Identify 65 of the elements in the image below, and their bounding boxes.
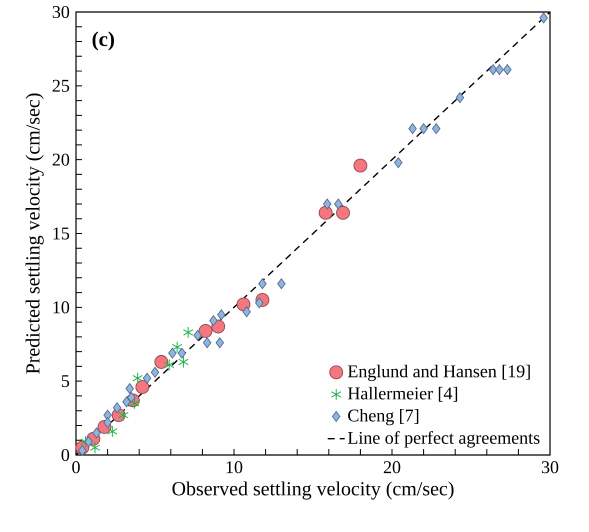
- point: [318, 206, 333, 220]
- legend-label: Cheng [7]: [348, 408, 418, 426]
- point: [336, 206, 350, 220]
- point: [168, 348, 177, 359]
- point: [242, 306, 251, 318]
- point: [178, 348, 186, 359]
- point: [118, 409, 129, 422]
- point: [503, 64, 512, 76]
- point: [217, 309, 226, 320]
- y-tick-label: 30: [52, 6, 70, 18]
- point: [107, 425, 118, 438]
- point: [495, 64, 504, 76]
- point: [456, 92, 464, 104]
- y-tick-label: 25: [52, 80, 70, 92]
- point: [236, 297, 250, 312]
- y-tick-label: 5: [62, 375, 70, 388]
- point: [122, 396, 131, 408]
- point: [353, 158, 368, 172]
- legend-label: Line of perfect agreements: [348, 431, 540, 448]
- y-axis-title: Predicted settling velocity (cm/sec): [26, 94, 44, 374]
- point: [394, 157, 403, 168]
- point: [334, 198, 342, 210]
- x-axis-title: Observed settling velocity (cm/sec): [172, 481, 454, 500]
- point: [135, 380, 150, 394]
- point: [216, 337, 224, 348]
- point: [255, 297, 264, 308]
- point: [132, 372, 143, 384]
- point: [432, 123, 440, 134]
- point: [150, 366, 160, 378]
- point: [127, 392, 136, 403]
- legend-label: Englund and Hansen [19]: [348, 364, 530, 382]
- point: [178, 356, 189, 368]
- point: [172, 341, 182, 354]
- legend-label: Hallermeier [4]: [348, 386, 458, 402]
- point: [209, 315, 218, 326]
- point: [92, 427, 101, 438]
- point: [198, 324, 212, 338]
- point: [142, 372, 152, 384]
- point: [258, 278, 267, 290]
- y-tick-label: 10: [53, 301, 70, 314]
- point: [154, 355, 168, 369]
- point: [126, 383, 134, 394]
- point: [129, 397, 140, 410]
- point: [488, 64, 498, 76]
- point: [112, 402, 122, 414]
- text: (c): [92, 31, 114, 50]
- point: [103, 417, 112, 428]
- point: [90, 442, 100, 454]
- y-tick-label: 20: [52, 154, 70, 166]
- point: [164, 358, 174, 371]
- y-tick-label: 15: [53, 227, 70, 240]
- x-tick-label: 30: [542, 461, 558, 474]
- point: [540, 12, 548, 24]
- y-tick-label: 0: [62, 448, 70, 462]
- point: [408, 123, 417, 134]
- point: [193, 330, 202, 341]
- x-tick-label: 10: [226, 461, 242, 474]
- x-tick-label: 0: [72, 461, 80, 474]
- point: [182, 326, 194, 338]
- point: [202, 337, 212, 348]
- point: [84, 436, 93, 448]
- point: [277, 278, 286, 290]
- point: [419, 123, 428, 134]
- point: [323, 198, 332, 210]
- x-tick-label: 20: [384, 461, 400, 474]
